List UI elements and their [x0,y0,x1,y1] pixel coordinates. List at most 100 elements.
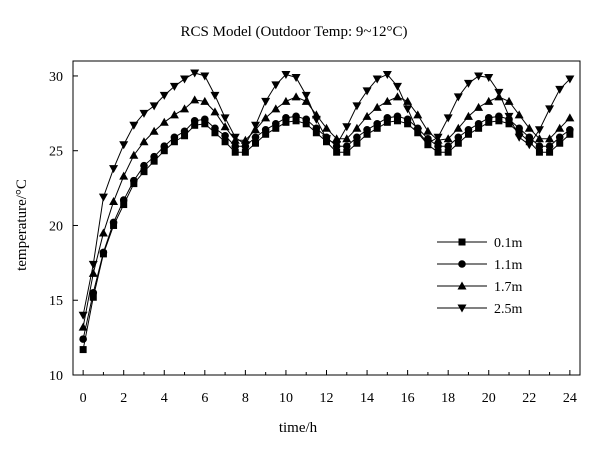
data-point [504,112,514,121]
data-point [373,120,382,128]
data-point [109,197,119,206]
data-point [433,133,443,142]
data-point [302,120,310,128]
data-point [504,96,514,105]
data-point [241,148,249,156]
data-point [200,72,210,81]
legend-label: 2.5m [494,302,523,317]
data-point [362,111,372,120]
data-point [474,72,484,81]
data-point [301,96,311,105]
data-point [292,112,300,121]
data-point [149,102,159,111]
data-point [372,102,382,111]
data-point [261,125,270,134]
data-point [555,133,564,142]
data-point [535,148,543,156]
y-tick-label: 30 [49,70,63,85]
data-point [534,134,544,143]
data-point [282,118,290,126]
data-point [139,109,149,118]
data-point [413,127,423,136]
data-point [190,117,199,125]
data-point [474,102,484,111]
data-point [160,142,169,151]
data-point [485,118,493,126]
legend-marker [457,281,467,290]
data-point [434,142,442,151]
data-point [272,124,280,132]
data-point [231,142,240,151]
data-point [363,130,371,138]
data-point [343,148,351,156]
legend-marker [457,304,467,313]
data-point [201,120,209,128]
data-point [464,125,473,134]
data-point [403,105,413,114]
data-point [463,111,473,120]
y-tick-label: 10 [49,369,63,384]
data-point [545,105,555,114]
series-2.5m [78,69,575,320]
x-tick-label: 4 [161,391,168,406]
data-point [333,148,341,156]
data-point [555,85,565,94]
legend-marker [458,260,466,268]
data-point [353,133,361,142]
data-point [505,120,513,128]
data-point [514,110,524,119]
legend: 0.1m 1.1m 1.7m 2.5m [437,236,523,317]
data-point [220,122,230,131]
data-point [150,157,158,165]
data-point [566,125,574,134]
data-point [98,228,108,237]
data-point [211,129,219,137]
data-point [311,115,321,124]
data-point [443,134,453,143]
data-point [272,120,280,128]
data-point [282,114,290,122]
x-tick-label: 20 [482,391,496,406]
data-point [160,147,168,155]
data-point [403,115,412,124]
x-tick-label: 24 [563,391,577,406]
data-point [392,92,402,101]
data-point [119,196,128,204]
data-point [474,120,483,128]
data-point [79,335,87,343]
data-point [383,114,392,122]
data-point [190,95,200,104]
data-point [342,123,352,132]
data-point [120,201,128,209]
data-point [78,322,88,331]
data-point [291,92,301,101]
data-point [301,91,311,100]
data-point [181,132,189,140]
x-tick-label: 2 [120,391,127,406]
series-1.1m [79,112,574,343]
data-point [484,114,493,122]
data-point [362,87,372,96]
data-point [444,148,452,156]
data-point [230,133,240,142]
data-point [109,165,119,174]
data-point [169,110,179,119]
x-axis-label: time/h [279,420,318,436]
data-point [525,133,534,142]
data-point [464,130,472,138]
data-point [342,142,351,151]
data-point [515,129,523,137]
data-point [271,81,281,90]
data-point [251,121,261,130]
data-point [109,218,118,227]
data-point [546,148,554,156]
x-tick-label: 6 [201,391,208,406]
legend-label: 0.1m [494,236,523,251]
data-point [210,107,220,116]
data-point [434,148,442,156]
data-point [352,123,362,132]
data-point [372,75,382,84]
data-point [129,150,139,159]
data-point [443,114,453,123]
